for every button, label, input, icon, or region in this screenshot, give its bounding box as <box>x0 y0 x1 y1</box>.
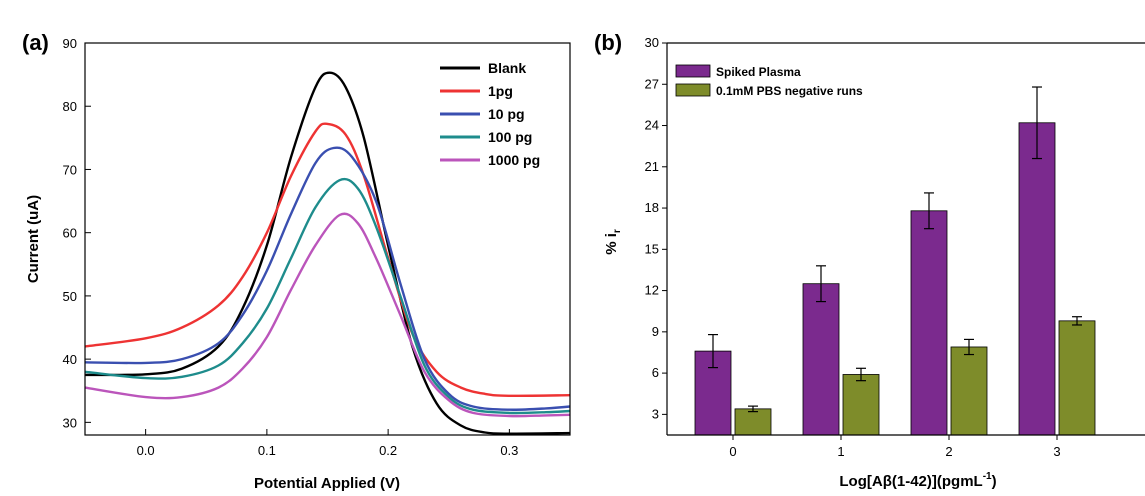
curve-1000-pg <box>84 212 571 418</box>
curve-blank <box>84 71 571 435</box>
panel-b-label: (b) <box>594 30 622 55</box>
b-y-tick-label: 12 <box>645 283 659 298</box>
panel-b-x-axis-title: Log[Aβ(1-42)](pgmL-1) <box>839 471 996 490</box>
a-x-tick-label: 0.1 <box>258 443 276 458</box>
b-x-tick-label: 3 <box>1053 444 1060 459</box>
bar-0-1mm-pbs-negative-runs-0 <box>734 408 772 436</box>
b-y-tick-label: 27 <box>645 76 659 91</box>
legend-swatch-pbs-negative <box>675 83 711 97</box>
b-y-tick-label: 21 <box>645 159 659 174</box>
a-y-tick-label: 70 <box>63 162 77 177</box>
bar-spiked-plasma-1 <box>802 283 840 436</box>
legend-label-blank: Blank <box>488 60 526 76</box>
bar-spiked-plasma-2 <box>910 210 948 436</box>
panel-a-label: (a) <box>22 30 49 55</box>
b-x-tick-label: 2 <box>945 444 952 459</box>
legend-label-10pg: 10 pg <box>488 106 525 122</box>
panel-b-y-axis-title-main: % i <box>603 233 620 255</box>
panel-b-x-axis-title-end: ) <box>992 473 997 490</box>
a-y-tick-label: 50 <box>63 289 77 304</box>
b-y-tick-label: 6 <box>652 365 659 380</box>
b-y-tick-label: 3 <box>652 406 659 421</box>
panel-b-x-axis-title-main: Log[Aβ(1-42)](pgmL <box>839 473 982 490</box>
b-y-tick-label: 18 <box>645 200 659 215</box>
legend-label-100pg: 100 pg <box>488 129 532 145</box>
legend-label-1pg: 1pg <box>488 83 513 99</box>
b-y-tick-label: 30 <box>645 35 659 50</box>
panel-b-x-axis-title-sup: -1 <box>983 471 992 482</box>
panel-b-yticks: 3 6 9 12 15 18 21 24 27 30 <box>645 35 667 421</box>
legend-label-pbs-negative: 0.1mM PBS negative runs <box>716 84 863 98</box>
a-y-tick-label: 60 <box>63 226 77 241</box>
a-y-tick-label: 80 <box>63 99 77 114</box>
curve-100-pg <box>84 177 571 415</box>
legend-label-1000pg: 1000 pg <box>488 152 540 168</box>
a-y-tick-label: 40 <box>63 352 77 367</box>
panel-b-bars <box>694 86 1096 436</box>
a-x-tick-label: 0.3 <box>500 443 518 458</box>
bar-0-1mm-pbs-negative-runs-2 <box>950 346 988 436</box>
panel-a-curves <box>84 71 571 435</box>
a-y-tick-label: 30 <box>63 415 77 430</box>
b-y-tick-label: 9 <box>652 324 659 339</box>
panel-a-x-axis-title: Potential Applied (V) <box>254 475 400 492</box>
panel-a: (a) 0.0 0.1 0.2 0.3 30 40 50 60 70 80 90 Potentia… <box>22 30 571 492</box>
b-x-tick-label: 1 <box>837 444 844 459</box>
b-y-tick-label: 24 <box>645 118 659 133</box>
panel-b-xticks: 0 1 2 3 <box>729 435 1061 459</box>
curve-10-pg <box>84 146 571 411</box>
bar-spiked-plasma-3 <box>1018 122 1056 436</box>
legend-label-spiked-plasma: Spiked Plasma <box>716 65 801 79</box>
b-y-tick-label: 15 <box>645 241 659 256</box>
panel-b-legend: Spiked Plasma 0.1mM PBS negative runs <box>675 64 863 98</box>
b-x-tick-label: 0 <box>729 444 736 459</box>
panel-a-legend: Blank 1pg 10 pg 100 pg 1000 pg <box>440 60 540 168</box>
a-x-tick-label: 0.2 <box>379 443 397 458</box>
bar-0-1mm-pbs-negative-runs-1 <box>842 374 880 436</box>
bar-0-1mm-pbs-negative-runs-3 <box>1058 320 1096 436</box>
panel-a-xticks: 0.0 0.1 0.2 0.3 <box>137 429 518 458</box>
panel-a-plot-frame <box>84 42 571 436</box>
a-x-tick-label: 0.0 <box>137 443 155 458</box>
panel-a-y-axis-title: Current (uA) <box>25 195 42 283</box>
panel-b-y-axis-title: % ir <box>603 229 623 255</box>
a-y-tick-label: 90 <box>63 36 77 51</box>
legend-swatch-spiked-plasma <box>675 64 711 78</box>
panel-b-y-axis-title-sub: r <box>612 229 623 233</box>
curve-1pg <box>84 122 571 398</box>
